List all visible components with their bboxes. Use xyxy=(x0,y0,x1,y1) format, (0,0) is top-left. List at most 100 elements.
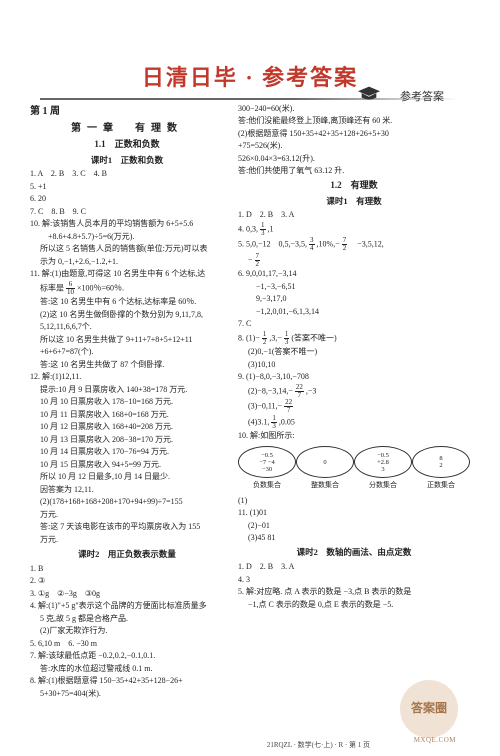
answer-line: −1,点 C 表示的数是 0,点 E 表示的数是 −5. xyxy=(238,599,470,611)
answer-line: 526×0.04×3=63.12(升). xyxy=(238,153,470,165)
answer-line: 5+30+75=404(米). xyxy=(30,688,224,700)
answer-line: 10 月 15 日票房收入 94+5=99 万元. xyxy=(30,459,224,471)
lesson-heading: 课时1 有理数 xyxy=(238,195,470,208)
content-columns: 第 1 周 第一章 有理数 1.1 正数和负数 课时1 正数和负数 1. A 2… xyxy=(0,92,500,700)
answer-line: 1. D 2. B 3. A xyxy=(238,209,470,221)
answer-line: (2)−8,−3,14,− 227 ,−3 xyxy=(238,384,470,399)
answer-line: 标率是 610 ×100％=60％. xyxy=(30,281,224,296)
answer-line: 10 月 14 日票房收入 170−76=94 万元. xyxy=(30,446,224,458)
set-val: 3 xyxy=(381,466,384,473)
answer-line: 10. 解:如图所示: xyxy=(238,430,470,442)
right-column: 300−240=60(米). 答:他们没能最终登上顶峰,离顶峰还有 60 米. … xyxy=(238,102,470,700)
answer-line: 所以这 10 名男生共做了 9+11+7+8+5+12+11 xyxy=(30,334,224,346)
answer-line: 提示:10 月 9 日票房收入 140+38=178 万元. xyxy=(30,384,224,396)
set-group: −0.5 +2.8 3 分数集合 xyxy=(354,446,412,491)
answer-line: 1. D 2. B 3. A xyxy=(238,561,470,573)
answer-line: 3. ①g ②−3g ③0g xyxy=(30,588,224,600)
answer-line: (2)−01 xyxy=(238,520,470,532)
answer-line: 所以 10 月 12 日最多,10 月 14 日最少. xyxy=(30,471,224,483)
answer-line: 10 月 10 日票房收入 178−10=168 万元. xyxy=(30,396,224,408)
text: ,10%,− xyxy=(317,240,342,249)
answer-line: 答:他们没能最终登上顶峰,离顶峰还有 60 米. xyxy=(238,115,470,127)
left-column: 第 1 周 第一章 有理数 1.1 正数和负数 课时1 正数和负数 1. A 2… xyxy=(30,102,224,700)
answer-line: 示为 0,−1,+2.6,−1.2,+1. xyxy=(30,256,224,268)
answer-line: 6. 9,0,01,17,−3,14 xyxy=(238,268,470,280)
answer-line: 11. (1)01 xyxy=(238,507,470,519)
set-val: 8 xyxy=(439,455,442,462)
answer-line: 5. +1 xyxy=(30,181,224,193)
lesson-heading: 课时2 用正负数表示数量 xyxy=(30,548,224,561)
text: ,3,− xyxy=(269,333,282,342)
answer-line: 1. B xyxy=(30,563,224,575)
answer-line: 2. ③ xyxy=(30,575,224,587)
week-heading: 第 1 周 xyxy=(30,104,224,119)
answer-line: −1,2,0,01,−6,1,3,14 xyxy=(238,306,470,318)
text: (答案不唯一) xyxy=(291,333,336,342)
text: 4. 0,3, xyxy=(238,224,258,233)
answer-line: (2)(178+168+168+208+170+94+99)÷7=155 xyxy=(30,496,224,508)
answer-line: (2)根据题意得 150+35+42+35+128+26+5+30 xyxy=(238,128,470,140)
negative-set: −0.5 −7 −4 −30 xyxy=(238,446,296,478)
text: 5. 5,0,−12 0,5,−3,5, xyxy=(238,240,307,249)
text: 标率是 xyxy=(40,283,64,292)
set-group: 8 2 正数集合 xyxy=(412,446,470,491)
section-heading: 1.1 正数和负数 xyxy=(30,138,224,152)
text: − xyxy=(248,255,253,264)
section-heading: 1.2 有理数 xyxy=(238,179,470,193)
watermark-url: MXQE.COM xyxy=(414,736,456,744)
answer-line: 答:他们共使用了氧气 63.12 升. xyxy=(238,165,470,177)
answer-line: (2)厂家无欺诈行为. xyxy=(30,625,224,637)
answer-line: 300−240=60(米). xyxy=(238,103,470,115)
answer-line: 答:这 7 天该电影在该市的平均票房收入为 155 xyxy=(30,521,224,533)
answer-line: 答:水库的水位超过警戒线 0.1 m. xyxy=(30,663,224,675)
watermark-badge: 答案圈 xyxy=(400,680,458,738)
set-val: −0.5 xyxy=(261,452,273,459)
lesson-heading: 课时1 正数和负数 xyxy=(30,154,224,167)
answer-line: − 72 xyxy=(238,253,470,268)
answer-line: 万元. xyxy=(30,509,224,521)
text: ×100％=60％. xyxy=(77,283,124,292)
answer-line: 6. 20 xyxy=(30,193,224,205)
integer-set: 0 xyxy=(296,446,354,478)
fraction: 12 xyxy=(262,331,268,346)
set-label: 整数集合 xyxy=(296,480,354,491)
lesson-heading: 课时2 数轴的画法、由点定数 xyxy=(238,546,470,559)
answer-line: 8. 解:(1)根据题意得 150−35+42+35+128−26+ xyxy=(30,675,224,687)
set-group: 0 整数集合 xyxy=(296,446,354,491)
answer-line: +8.6+4.8+5.7)÷5=6(万元). xyxy=(30,231,224,243)
chapter-heading: 第一章 有理数 xyxy=(30,121,224,136)
answer-line: 5. 6,10 m 6. −30 m xyxy=(30,638,224,650)
answer-line: 10 月 12 日票房收入 168+40=208 万元. xyxy=(30,421,224,433)
set-val: −0.5 xyxy=(377,452,389,459)
answer-line: −1,−3,−6,51 xyxy=(238,281,470,293)
text: ,0.05 xyxy=(279,417,295,426)
answer-line: (3)45 81 xyxy=(238,532,470,544)
graduation-cap-icon xyxy=(358,86,380,102)
set-label: 正数集合 xyxy=(412,480,470,491)
answer-line: 答:这 10 名男生共做了 87 个倒卧撑. xyxy=(30,359,224,371)
answer-line: (3)10,10 xyxy=(238,359,470,371)
page-footer: 21RQZL · 数学(七·上) · R · 第 1 页 xyxy=(267,740,370,750)
fraction-set: −0.5 +2.8 3 xyxy=(354,446,412,478)
fraction: 72 xyxy=(255,253,261,268)
answer-line: +6+6+7=87(个). xyxy=(30,346,224,358)
positive-set: 8 2 xyxy=(412,446,470,478)
text: −3,5,12, xyxy=(349,240,384,249)
answer-line: 答:这 10 名男生中有 6 个达标,达标率是 60％. xyxy=(30,296,224,308)
fraction: 227 xyxy=(295,384,304,399)
fraction: 227 xyxy=(284,399,293,414)
answer-line: 4. 3 xyxy=(238,574,470,586)
set-label: 分数集合 xyxy=(354,480,412,491)
answer-line: 7. 解:该球最低点距 −0.2,0.2,−0.1,0.1. xyxy=(30,650,224,662)
set-val: 2 xyxy=(439,462,442,469)
answer-line: 7. C 8. B 9. C xyxy=(30,206,224,218)
answer-line: (2)0,−1(答案不唯一) xyxy=(238,346,470,358)
text: 8. (1)− xyxy=(238,333,260,342)
header-rule xyxy=(40,98,460,100)
set-label: 负数集合 xyxy=(238,480,296,491)
answer-line: (1) xyxy=(238,495,470,507)
fraction: 610 xyxy=(66,281,75,296)
set-val: 0 xyxy=(323,459,326,466)
set-group: −0.5 −7 −4 −30 负数集合 xyxy=(238,446,296,491)
answer-line: 5 克,故 5 g 都是合格产品. xyxy=(30,613,224,625)
